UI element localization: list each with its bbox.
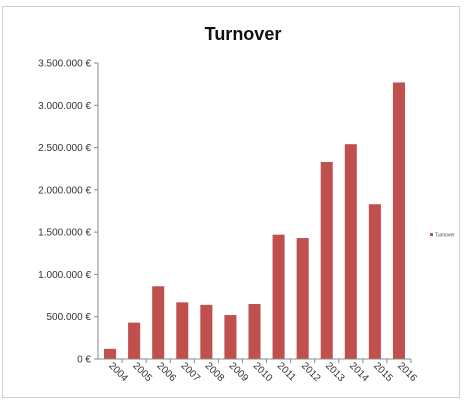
bars [104,82,405,360]
bar-2010 [248,304,261,359]
legend-swatch [430,233,433,236]
bar-2015 [368,204,381,359]
bar-2005 [128,322,141,359]
x-tick-label-2007: 2007 [178,361,202,385]
legend-label: Turnover [435,233,455,239]
y-tick-label: 2.000.000 € [38,185,91,196]
bar-2008 [200,304,213,359]
bar-2006 [152,286,165,359]
y-tick-label: 1.000.000 € [38,270,91,281]
y-tick-label: 0 € [77,355,91,366]
y-tick-label: 1.500.000 € [38,228,91,239]
turnover-chart: Turnover 0 € 500.000 € 1.000.000 € 1.500.00… [38,24,455,385]
bar-2011 [272,234,285,359]
bar-2013 [320,161,333,359]
legend: Turnover [430,233,455,239]
x-axis: 2004 2005 2006 2007 2008 2009 2010 2011 2012 2013… [98,358,419,385]
bar-2012 [296,238,309,359]
bar-2004 [104,348,117,359]
y-tick-label: 500.000 € [47,312,92,323]
x-tick-label-2015: 2015 [371,361,395,385]
x-tick-label-2009: 2009 [227,361,251,385]
x-tick-label-2004: 2004 [106,361,130,385]
x-tick-label-2008: 2008 [203,361,227,385]
y-tick-label: 3.500.000 € [38,59,91,70]
x-tick-label-2011: 2011 [275,361,298,384]
x-tick-label-2010: 2010 [251,361,275,385]
bar-2007 [176,302,189,359]
x-tick-label-2012: 2012 [299,361,323,385]
x-tick-label-2014: 2014 [347,361,371,385]
y-axis: 0 € 500.000 € 1.000.000 € 1.500.000 € 2.000.… [38,59,99,366]
x-tick-label-2006: 2006 [154,361,178,385]
chart-frame: Turnover 0 € 500.000 € 1.000.000 € 1.500.00… [2,6,460,398]
chart-title: Turnover [205,24,282,44]
y-tick-label: 3.000.000 € [38,101,91,112]
bar-2009 [224,315,237,359]
x-tick-label-2013: 2013 [323,361,347,385]
bar-2014 [344,144,357,359]
x-tick-label-2005: 2005 [130,361,154,385]
y-tick-label: 2.500.000 € [38,143,91,154]
bar-2016 [392,82,405,360]
x-tick-label-2016: 2016 [395,361,419,385]
